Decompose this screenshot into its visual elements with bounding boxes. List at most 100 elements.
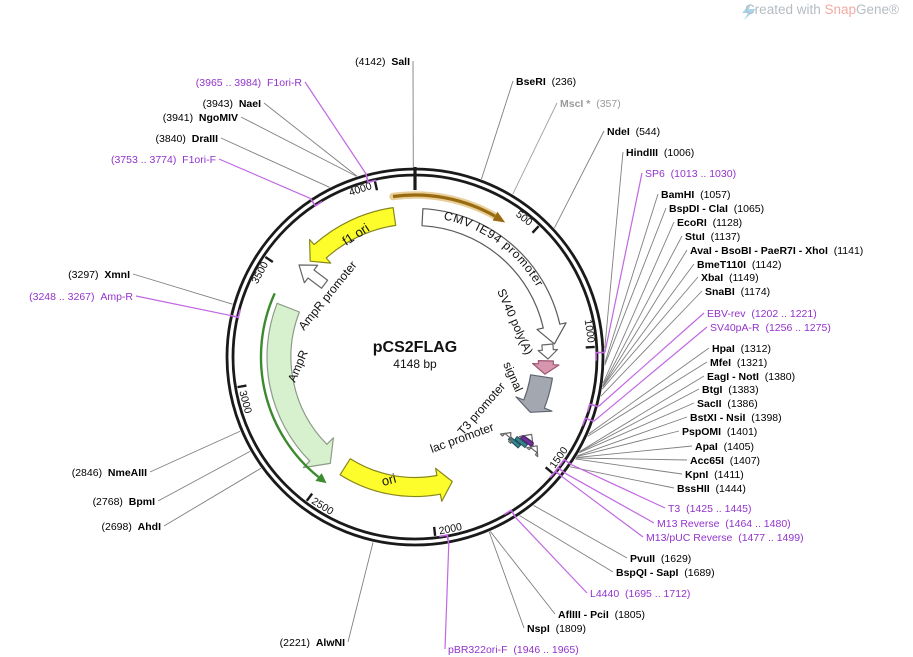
site-label-BamHI: BamHI (1057) (661, 189, 730, 201)
tick-2000 (432, 526, 437, 537)
feature-upstream-arc (392, 193, 496, 218)
ori-label: ori (380, 471, 398, 489)
site-label-PvuII: PvuII (1629) (630, 553, 691, 565)
callout-line-NspI (488, 531, 525, 629)
feature-lac-purple-box (520, 434, 535, 448)
sv40-polya-label-1: SV40 poly(A) (494, 287, 536, 357)
plasmid-size: 4148 bp (393, 357, 437, 371)
callout-line-BspQI-SapI (519, 515, 614, 573)
callout-line-XbaI (601, 276, 699, 390)
feature-cmv-ie94-promoter (421, 208, 567, 345)
callout-line-M13-pUC-Reverse (562, 476, 644, 538)
callout-line-BamHI (604, 193, 659, 363)
tick-label-500: 500 (513, 208, 534, 228)
site-label-AlwNI: (2221) AlwNI (280, 637, 345, 649)
site-label-EBV-rev: EBV-rev (1202 .. 1221) (707, 308, 817, 320)
callout-line-EBV-rev (598, 312, 705, 407)
callout-line-SacII (578, 402, 695, 454)
callout-line-SV40pA-R (593, 326, 708, 422)
feature-ampr (266, 302, 334, 469)
site-label-AvaI-BsoBI-PaeR7I-XhoI: AvaI - BsoBI - PaeR7I - XhoI (1141) (690, 245, 863, 257)
primer-glyph-SP6 (595, 351, 605, 361)
site-label-BspQI-SapI: BspQI - SapI (1689) (616, 567, 715, 579)
callout-line-SnaBI (600, 290, 703, 397)
callout-line-ApaI (576, 445, 693, 458)
tick-1000 (585, 345, 595, 349)
primer-glyph-pBR322ori-F (439, 534, 450, 545)
callout-line-L4440 (515, 517, 588, 594)
callout-line-AflIII-PciI (489, 531, 556, 615)
primer-glyph-Amp-R (229, 309, 242, 319)
plasmid-title: pCS2FLAG (373, 339, 457, 356)
site-label-SalI: (4142) SalI (355, 56, 410, 68)
site-label-M13-pUC-Reverse: M13/pUC Reverse (1477 .. 1499) (646, 532, 804, 544)
primer-glyph-EBV-rev (586, 403, 599, 413)
callout-line-NaeI (263, 102, 358, 177)
site-label-ApaI: ApaI (1405) (695, 441, 754, 453)
callout-line-AvaI-BsoBI-PaeR7I-XhoI (602, 249, 688, 388)
primer-glyph-L4440 (503, 509, 517, 519)
feature-lac-white-mini-2 (499, 432, 512, 444)
plasmid-ring (225, 167, 605, 547)
feature-pink-arrow (532, 360, 560, 375)
callout-line-BtgI (579, 388, 700, 453)
site-label-DraIII: (3840) DraIII (156, 133, 219, 145)
site-label-BtgI: BtgI (1383) (702, 384, 759, 396)
callout-line-SP6 (604, 172, 643, 353)
callout-line-BspDI-ClaI (604, 207, 667, 366)
site-label-M13-Reverse: M13 Reverse (1464 .. 1480) (657, 518, 791, 530)
site-label-AflIII-PciI: AflIII - PciI (1805) (558, 609, 645, 621)
callout-line-PvuII (533, 505, 628, 559)
feature-ampr-gene-line-arrowhead (315, 473, 327, 484)
site-label-Acc65I: Acc65I (1407) (690, 455, 760, 467)
site-label-AhdI: (2698) AhdI (101, 521, 161, 533)
tick-4000 (373, 181, 379, 191)
tick-3500 (264, 255, 274, 263)
site-label-XmnI: (3297) XmnI (68, 269, 130, 281)
site-label-NmeAIII: (2846) NmeAIII (72, 467, 147, 479)
callout-line-Amp-R (135, 295, 230, 316)
site-label-NspI: NspI (1809) (527, 623, 586, 635)
feature-upstream-arc-arrowhead (492, 211, 506, 223)
site-label-pBR322ori-F: pBR322ori-F (1946 .. 1965) (448, 644, 579, 656)
callout-line-M13-Reverse (564, 472, 655, 524)
callout-line-BseRI (481, 80, 514, 180)
site-label-HindIII: HindIII (1006) (626, 147, 694, 159)
primer-glyph-F1ori-R (365, 173, 377, 184)
tick-2500 (305, 492, 314, 502)
tick-500 (531, 225, 540, 234)
callout-line-HindIII (604, 151, 624, 349)
callout-line-AlwNI (347, 542, 374, 643)
callout-line-DraIII (220, 137, 330, 188)
callout-line-StuI (602, 235, 683, 386)
tick-1500 (544, 466, 554, 475)
site-label-StuI: StuI (1137) (685, 231, 740, 243)
callout-line-PspOMI (576, 430, 680, 457)
site-label-BpmI: (2768) BpmI (93, 496, 156, 508)
feature-white-mini-arrow (537, 343, 559, 360)
site-label-SacII: SacII (1386) (697, 398, 758, 410)
callout-line-XmnI (132, 273, 233, 305)
site-label-EagI-NotI: EagI - NotI (1380) (707, 371, 795, 383)
primer-glyph-F1ori-F (309, 197, 323, 207)
site-label-SV40pA-R: SV40pA-R (1256 .. 1275) (710, 322, 831, 334)
tick-3000 (237, 384, 247, 389)
site-label-BmeT110I: BmeT110I (1142) (697, 259, 781, 271)
feature-lac-white-mini-1 (526, 445, 539, 458)
callout-line-BpmI (157, 450, 251, 502)
callout-line-F1ori-F (218, 158, 311, 199)
callout-line-MfeI (587, 361, 708, 437)
tick-label-1000: 1000 (582, 319, 597, 344)
site-callouts: (4142) SalI (3965 .. 3984) F1ori-R (3943) … (29, 56, 863, 656)
site-label-T3: T3 (1425 .. 1445) (668, 503, 751, 515)
site-label-PspOMI: PspOMI (1401) (682, 426, 757, 438)
callout-line-NgoMIV (240, 116, 357, 177)
callout-line-pBR322ori-F (444, 543, 450, 650)
site-label-MfeI: MfeI (1321) (710, 357, 767, 369)
site-label-BstXI-NsiI: BstXI - NsiI (1398) (690, 412, 782, 424)
site-label-XbaI: XbaI (1149) (701, 272, 759, 284)
primer-glyph-T3 (558, 458, 572, 467)
site-label-NdeI: NdeI (544) (607, 126, 660, 138)
watermark-text: Created with SnapGene® (745, 2, 899, 17)
